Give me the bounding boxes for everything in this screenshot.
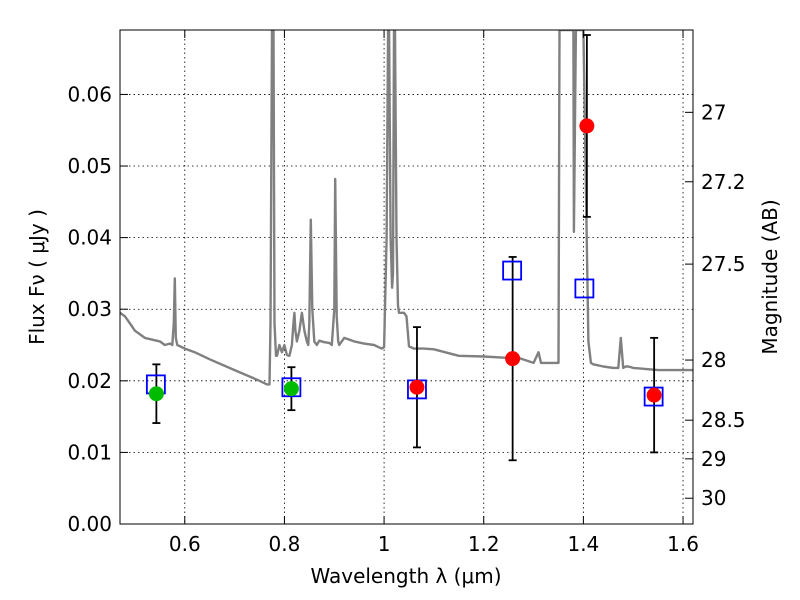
y2-tick-label: 28.5 bbox=[701, 408, 746, 432]
y2-tick-label: 29 bbox=[701, 447, 726, 471]
model-band-box bbox=[502, 260, 523, 281]
x-tick-label: 1.2 bbox=[468, 532, 500, 556]
model-band-box bbox=[643, 386, 664, 407]
y-tick-label: 0.00 bbox=[67, 512, 112, 536]
green-data-point bbox=[283, 381, 299, 397]
model-band-box bbox=[281, 377, 302, 398]
model-box-layer bbox=[145, 260, 664, 407]
error-bar-layer bbox=[152, 34, 659, 462]
y-tick-label: 0.04 bbox=[67, 226, 112, 250]
y-tick-label: 0.03 bbox=[67, 297, 112, 321]
red-data-point bbox=[505, 351, 521, 367]
y2-tick-label: 28 bbox=[701, 348, 726, 372]
y2-axis-title: Magnitude (AB) bbox=[758, 199, 782, 354]
red-data-point bbox=[409, 379, 425, 395]
model-spectrum-layer bbox=[120, 30, 693, 386]
y-axis-title: Flux Fν ( μJy ) bbox=[25, 209, 49, 345]
axis-ticks bbox=[120, 30, 693, 525]
y2-tick-label: 27.2 bbox=[701, 170, 746, 194]
y-tick-label: 0.02 bbox=[67, 369, 112, 393]
plot-frame bbox=[119, 29, 694, 525]
y2-tick-label: 27.5 bbox=[701, 252, 746, 276]
green-data-point bbox=[148, 386, 164, 402]
x-tick-label: 1.6 bbox=[667, 532, 699, 556]
x-tick-label: 1.4 bbox=[567, 532, 599, 556]
y-tick-label: 0.05 bbox=[67, 154, 112, 178]
y-tick-label: 0.06 bbox=[67, 82, 112, 106]
y2-tick-label: 27 bbox=[701, 100, 726, 124]
red-data-point bbox=[579, 118, 595, 134]
model-band-box bbox=[574, 278, 595, 299]
photometry-point-layer bbox=[148, 118, 662, 403]
red-data-point bbox=[646, 387, 662, 403]
model-spectrum-line bbox=[120, 30, 693, 386]
tick-labels: 0.6 0.8 1 1.2 1.4 1.6 0.00 0.01 0.02 0.03 0.04 0.05… bbox=[67, 82, 745, 556]
x-tick-label: 0.6 bbox=[169, 532, 201, 556]
x-tick-label: 0.8 bbox=[269, 532, 301, 556]
y2-tick-label: 30 bbox=[701, 486, 726, 510]
x-tick-label: 1 bbox=[378, 532, 391, 556]
grid-lines bbox=[120, 30, 693, 524]
y-tick-label: 0.01 bbox=[67, 440, 112, 464]
x-axis-title: Wavelength λ (μm) bbox=[310, 564, 501, 588]
